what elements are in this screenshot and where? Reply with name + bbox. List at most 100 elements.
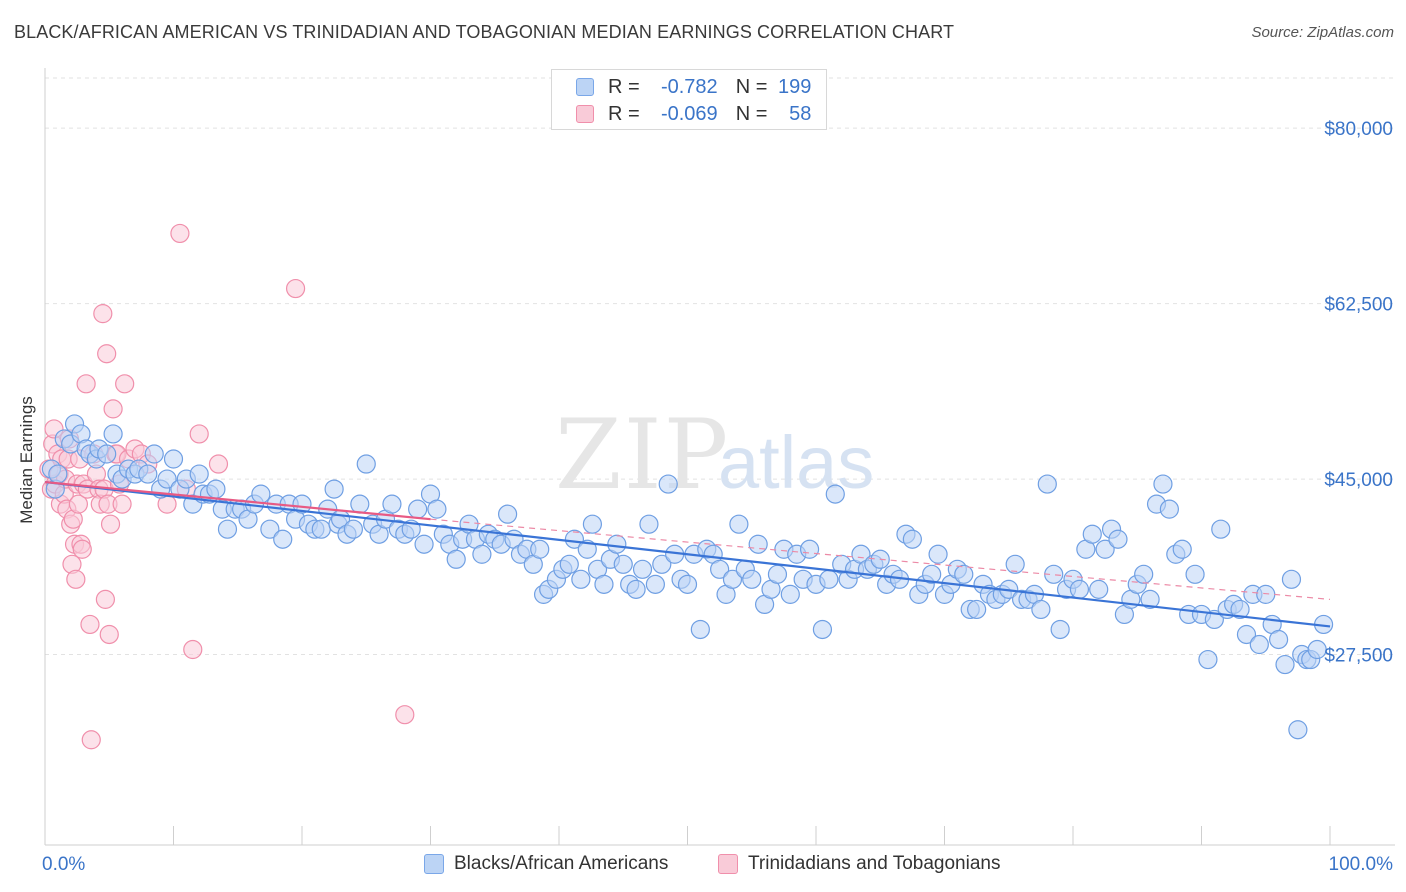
data-point bbox=[95, 589, 115, 609]
data-point bbox=[81, 730, 101, 750]
y-tick-label: $27,500 bbox=[1324, 646, 1393, 667]
data-point bbox=[356, 454, 376, 474]
data-point bbox=[710, 559, 730, 579]
data-point bbox=[93, 304, 113, 324]
data-point bbox=[1256, 584, 1276, 604]
data-point bbox=[780, 584, 800, 604]
data-point bbox=[967, 599, 987, 620]
data-point bbox=[414, 534, 434, 554]
data-point bbox=[1281, 569, 1302, 589]
data-point bbox=[76, 374, 96, 394]
data-point bbox=[607, 534, 627, 554]
data-point bbox=[1198, 649, 1218, 670]
x-tick-label-max: 100.0% bbox=[1329, 854, 1394, 875]
legend-n-value-blue: 199 bbox=[778, 75, 812, 98]
data-point bbox=[1307, 639, 1327, 660]
data-point bbox=[72, 539, 92, 559]
legend-swatch-pink bbox=[576, 105, 594, 123]
data-point bbox=[767, 564, 788, 584]
data-point bbox=[251, 484, 271, 504]
data-point bbox=[571, 569, 591, 589]
data-point bbox=[1134, 564, 1154, 584]
data-point bbox=[324, 479, 344, 499]
data-point bbox=[1082, 524, 1102, 544]
data-point bbox=[97, 344, 117, 364]
data-point bbox=[115, 374, 135, 394]
data-point bbox=[1153, 474, 1173, 494]
data-point bbox=[206, 479, 226, 499]
data-point bbox=[577, 539, 597, 559]
data-point bbox=[564, 529, 585, 549]
legend-r-label-pink: R = bbox=[608, 102, 640, 125]
legend-r-label-blue: R = bbox=[608, 75, 640, 98]
data-point bbox=[1095, 539, 1115, 559]
trend-line-pink bbox=[44, 480, 431, 521]
data-point bbox=[1185, 564, 1205, 584]
data-point bbox=[748, 534, 768, 554]
data-point bbox=[902, 529, 922, 549]
bottom-legend-pink: Trinidadians and Tobagonians bbox=[718, 852, 1000, 876]
data-point bbox=[690, 619, 710, 640]
legend-r-value-blue: -0.782 bbox=[660, 75, 718, 98]
legend-row-pink: R = -0.069 N = 58 bbox=[576, 102, 811, 126]
data-point bbox=[1089, 579, 1109, 599]
data-point bbox=[799, 539, 820, 559]
legend-n-label-pink: N = bbox=[735, 102, 768, 125]
legend-r-value-pink: -0.069 bbox=[660, 102, 718, 125]
data-point bbox=[825, 484, 845, 504]
data-point bbox=[1275, 654, 1295, 675]
data-point bbox=[812, 619, 833, 640]
data-point bbox=[446, 549, 466, 569]
axes bbox=[44, 68, 1395, 846]
data-point bbox=[285, 278, 306, 299]
data-point bbox=[1037, 474, 1057, 494]
data-point bbox=[1140, 589, 1160, 609]
data-point bbox=[1230, 599, 1250, 620]
data-point bbox=[530, 539, 550, 559]
data-point bbox=[1236, 624, 1257, 645]
data-point bbox=[472, 544, 492, 564]
data-point bbox=[1268, 629, 1289, 650]
data-point bbox=[729, 514, 749, 534]
data-point bbox=[819, 569, 839, 589]
data-point bbox=[427, 499, 447, 519]
data-point bbox=[1249, 634, 1269, 655]
data-point bbox=[954, 564, 974, 584]
data-point bbox=[183, 639, 203, 660]
data-point bbox=[99, 624, 119, 645]
bottom-legend-label-blue: Blacks/African Americans bbox=[454, 853, 669, 874]
legend-n-label-blue: N = bbox=[735, 75, 768, 98]
data-point bbox=[594, 574, 614, 594]
data-point bbox=[1288, 720, 1308, 740]
data-point bbox=[112, 494, 132, 514]
data-point bbox=[100, 514, 121, 534]
y-tick-label: $62,500 bbox=[1324, 295, 1393, 316]
data-point bbox=[189, 424, 209, 444]
data-point bbox=[273, 529, 293, 549]
data-point bbox=[343, 519, 363, 539]
legend-n-value-pink: 58 bbox=[789, 102, 812, 125]
data-point bbox=[80, 614, 100, 635]
data-point bbox=[613, 554, 633, 574]
data-point bbox=[217, 519, 238, 539]
watermark-atlas: atlas bbox=[718, 421, 874, 504]
data-point bbox=[382, 494, 402, 514]
data-point bbox=[742, 569, 762, 589]
legend-row-blue: R = -0.782 N = 199 bbox=[576, 75, 811, 99]
data-point bbox=[922, 564, 942, 584]
data-point bbox=[498, 504, 518, 524]
y-tick-label: $80,000 bbox=[1324, 119, 1393, 140]
data-point bbox=[103, 399, 123, 419]
data-point bbox=[626, 579, 646, 599]
data-point bbox=[68, 494, 89, 514]
data-point bbox=[350, 494, 370, 514]
data-point bbox=[1005, 554, 1025, 574]
data-point bbox=[260, 519, 280, 539]
trend-lines bbox=[44, 480, 1331, 628]
data-point bbox=[138, 464, 158, 484]
bottom-legend-swatch-pink bbox=[718, 854, 738, 874]
bottom-legend-blue: Blacks/African Americans bbox=[424, 852, 668, 876]
data-point bbox=[163, 449, 184, 469]
data-point bbox=[928, 544, 948, 564]
